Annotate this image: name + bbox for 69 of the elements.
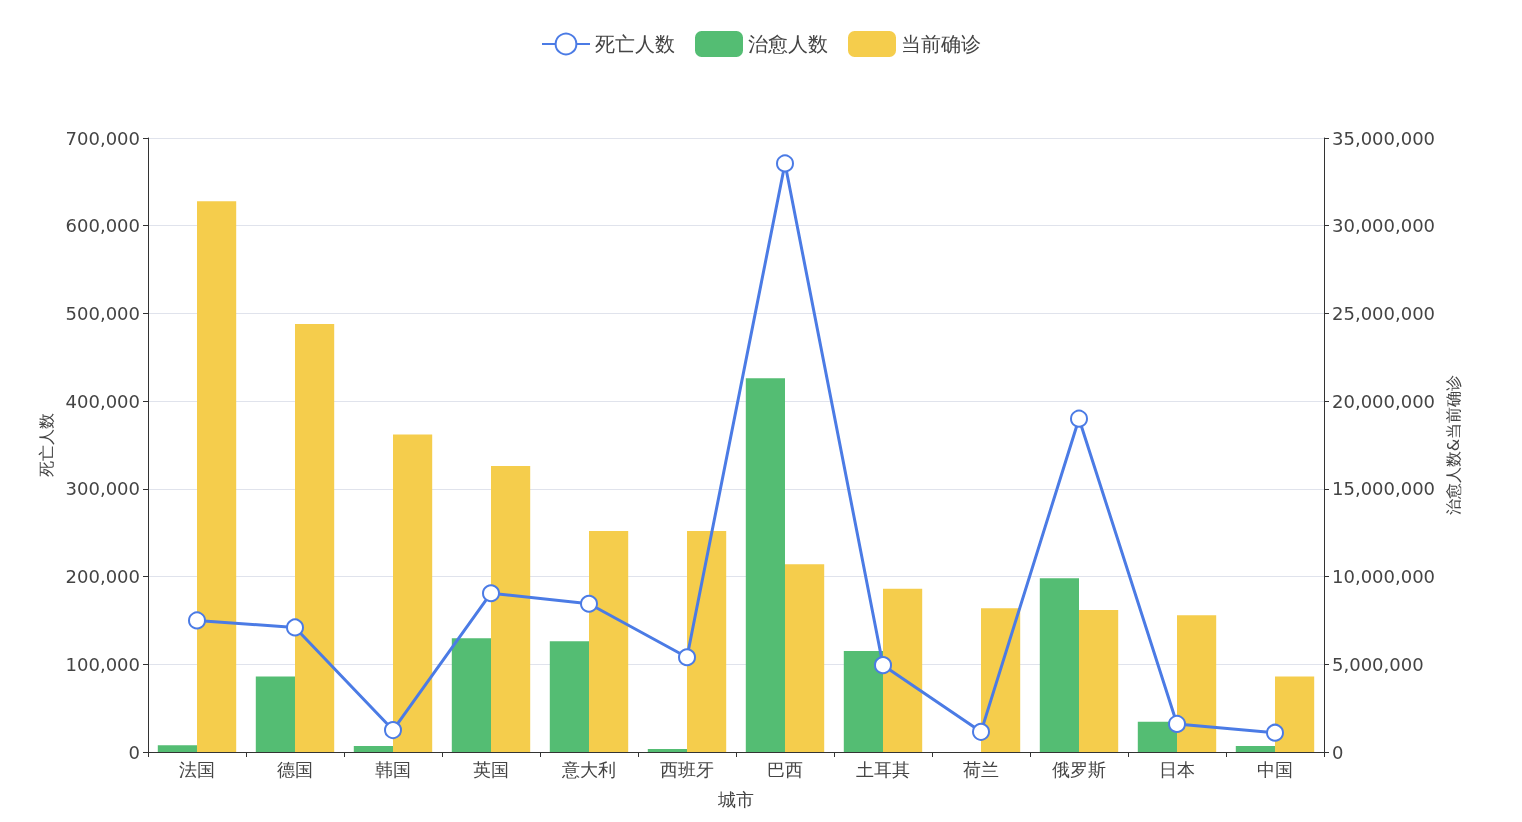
y-tick-label: 100,000 xyxy=(65,653,140,675)
point xyxy=(776,154,794,173)
bar xyxy=(295,323,335,752)
x-axis-title: 城市 xyxy=(717,788,754,810)
point xyxy=(1070,409,1088,428)
y2-tick-label: 10,000,000 xyxy=(1332,566,1436,588)
y-tick-label: 700,000 xyxy=(65,127,140,149)
bar xyxy=(549,641,589,752)
point xyxy=(384,721,402,740)
y-tick-label: 200,000 xyxy=(65,566,140,588)
bar xyxy=(687,530,727,752)
bar xyxy=(353,746,393,752)
point xyxy=(1168,714,1186,733)
bar xyxy=(197,201,237,752)
x-tick-label: 韩国 xyxy=(375,758,411,780)
y-tick-label: 0 xyxy=(128,741,140,763)
point xyxy=(1266,723,1284,742)
x-tick-label: 荷兰 xyxy=(963,758,999,780)
bar xyxy=(745,378,785,752)
bar xyxy=(491,466,531,752)
bar xyxy=(589,530,629,752)
x-tick-label: 土耳其 xyxy=(856,758,910,780)
y2-tick-label: 30,000,000 xyxy=(1332,215,1436,237)
bar xyxy=(1137,721,1177,752)
legend-label: 死亡人数 xyxy=(595,32,675,56)
y2-tick-label: 15,000,000 xyxy=(1332,478,1436,500)
bar xyxy=(451,638,491,752)
bar xyxy=(1275,676,1315,752)
point xyxy=(482,584,500,603)
y-tick-label: 300,000 xyxy=(65,478,140,500)
bar xyxy=(1177,615,1217,752)
legend-label: 当前确诊 xyxy=(901,32,981,56)
y2-tick-label: 0 xyxy=(1332,741,1344,763)
point xyxy=(286,618,304,637)
bar xyxy=(1039,578,1079,752)
x-tick-label: 德国 xyxy=(277,758,313,780)
y2-tick-label: 5,000,000 xyxy=(1332,653,1424,675)
bar xyxy=(883,588,923,752)
x-tick-label: 巴西 xyxy=(767,758,803,780)
point xyxy=(188,611,206,630)
y2-tick-label: 20,000,000 xyxy=(1332,390,1436,412)
y-tick-label: 400,000 xyxy=(65,390,140,412)
bar xyxy=(393,434,433,752)
bar xyxy=(647,749,687,752)
x-tick-label: 意大利 xyxy=(561,758,616,780)
y2-tick-label: 35,000,000 xyxy=(1332,127,1436,149)
x-tick-label: 法国 xyxy=(179,758,215,780)
point xyxy=(580,594,598,613)
x-tick-label: 西班牙 xyxy=(660,758,714,780)
bar xyxy=(1079,609,1119,752)
y-axis-title: 死亡人数 xyxy=(37,413,57,477)
legend-label: 治愈人数 xyxy=(748,32,828,56)
x-tick-label: 中国 xyxy=(1257,758,1293,780)
x-tick-label: 英国 xyxy=(473,758,509,780)
y-tick-label: 500,000 xyxy=(65,302,140,324)
bar xyxy=(255,676,295,752)
bar xyxy=(785,564,825,752)
point xyxy=(972,722,990,741)
bar xyxy=(981,608,1021,752)
bar xyxy=(157,745,197,752)
y2-tick-label: 25,000,000 xyxy=(1332,302,1436,324)
point xyxy=(678,648,696,667)
bar xyxy=(843,650,883,752)
point xyxy=(874,656,892,675)
x-tick-label: 日本 xyxy=(1159,758,1195,780)
y2-axis-title: 治愈人数&当前确诊 xyxy=(1444,374,1464,516)
y-tick-label: 600,000 xyxy=(65,215,140,237)
x-tick-label: 俄罗斯 xyxy=(1052,758,1106,780)
bar xyxy=(1235,746,1275,752)
